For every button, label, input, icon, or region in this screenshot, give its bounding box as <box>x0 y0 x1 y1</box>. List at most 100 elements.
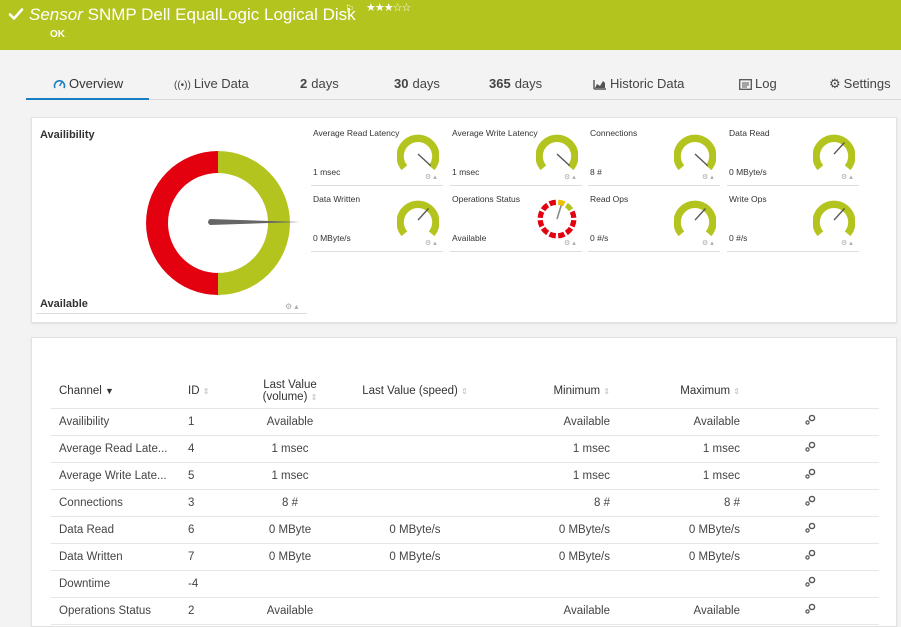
gauge-value: 1 msec <box>313 167 341 177</box>
gauge-settings-icon[interactable]: ⚙ ▴ <box>702 240 714 247</box>
cell-lv: 0 MByte <box>235 516 345 544</box>
tab-live-data[interactable]: ((•)) Live Data <box>174 76 249 91</box>
channel-settings-icon[interactable] <box>740 462 879 490</box>
gauge-card[interactable]: Data Written 0 MByte/s ⚙ ▴ <box>311 194 443 252</box>
tab-bar: Overview ((•)) Live Data 2 days 30 days 365… <box>26 72 901 100</box>
table-row[interactable]: Operations Status 2 Available Available Avai… <box>51 597 879 625</box>
table-row[interactable]: Downtime -4 <box>51 570 879 598</box>
gauge-settings-icon[interactable]: ⚙ ▴ <box>564 240 576 247</box>
cell-lvs: 0 MByte/s <box>345 543 485 571</box>
cell-min: 0 MByte/s <box>485 543 610 571</box>
sort-icon: ⇕ <box>733 386 740 396</box>
table-row[interactable]: Availibility 1 Available Available Available <box>51 408 879 436</box>
cell-lvs <box>345 462 485 490</box>
channel-settings-icon[interactable] <box>740 489 879 517</box>
tab-settings-label: Settings <box>843 76 891 91</box>
status-text: OK <box>50 29 65 40</box>
column-header-last-value[interactable]: Last Value (volume) ⇕ <box>235 374 345 409</box>
gauge-value: 8 # <box>590 167 602 177</box>
cell-max: Available <box>610 408 740 436</box>
table-row[interactable]: Average Read Late... 4 1 msec 1 msec 1 msec <box>51 435 879 463</box>
tab-historic-data[interactable]: Historic Data <box>593 76 684 91</box>
cell-lv: 0 MByte <box>235 543 345 571</box>
column-header-id[interactable]: ID ⇕ <box>180 374 235 409</box>
gauge-settings-icon[interactable]: ⚙ ▴ <box>841 240 853 247</box>
cell-max: 8 # <box>610 489 740 517</box>
table-row[interactable]: Data Written 7 0 MByte 0 MByte/s 0 MByte/s 0 … <box>51 543 879 571</box>
channel-settings-icon[interactable] <box>740 435 879 463</box>
gauges-panel: Availibility Available ⚙ ▴ Average Read … <box>31 117 897 323</box>
gauge-settings-icon[interactable]: ⚙ ▴ <box>841 174 853 181</box>
active-tab-indicator <box>26 98 149 100</box>
sensor-title-prefix: Sensor <box>29 5 83 24</box>
cell-channel: Data Written <box>51 543 180 571</box>
channel-settings-icon[interactable] <box>740 543 879 571</box>
tab-2-days[interactable]: 2 days <box>300 76 339 91</box>
gauge-settings-icon[interactable]: ⚙ ▴ <box>425 174 437 181</box>
table-row[interactable]: Data Read 6 0 MByte 0 MByte/s 0 MByte/s 0 MBy… <box>51 516 879 544</box>
gauge-settings-icon[interactable]: ⚙ ▴ <box>285 302 299 311</box>
divider <box>36 313 307 314</box>
gauge-settings-icon[interactable]: ⚙ ▴ <box>564 174 576 181</box>
gauge-card[interactable]: Connections 8 # ⚙ ▴ <box>588 128 720 186</box>
gauge-value: 0 #/s <box>590 233 609 243</box>
header-last-value-label: Last Value <box>263 378 317 391</box>
table-header-row: Channel ▼ ID ⇕ Last Value (volume) ⇕ Last… <box>51 374 879 409</box>
channel-settings-icon[interactable] <box>740 408 879 436</box>
channel-settings-icon[interactable] <box>740 570 879 598</box>
cell-lv: Available <box>235 597 345 625</box>
sort-desc-icon: ▼ <box>105 385 114 396</box>
dial-gauge-icon <box>674 134 716 171</box>
tab-settings[interactable]: ⚙ Settings <box>829 76 891 92</box>
gauge-card[interactable]: Operations Status Available ⚙ ▴ <box>450 194 582 252</box>
column-header-last-value-speed[interactable]: Last Value (speed) ⇕ <box>345 374 485 409</box>
cell-lv: 1 msec <box>235 435 345 463</box>
gauge-card[interactable]: Average Write Latency 1 msec ⚙ ▴ <box>450 128 582 186</box>
header-speed-label: Last Value (speed) <box>362 384 458 397</box>
gauge-card[interactable]: Average Read Latency 1 msec ⚙ ▴ <box>311 128 443 186</box>
tab-live-data-label: Live Data <box>193 76 249 91</box>
tab-overview[interactable]: Overview <box>53 76 123 91</box>
channels-panel: Channel ▼ ID ⇕ Last Value (volume) ⇕ Last… <box>31 337 897 627</box>
flag-icon[interactable]: ⚐ <box>345 4 354 15</box>
gauge-settings-icon[interactable]: ⚙ ▴ <box>425 240 437 247</box>
header-id-label: ID <box>188 384 200 397</box>
availability-value: Available <box>40 298 88 310</box>
gauge-card[interactable]: Write Ops 0 #/s ⚙ ▴ <box>727 194 859 252</box>
cell-channel: Availibility <box>51 408 180 436</box>
cell-channel: Operations Status <box>51 597 180 625</box>
cell-lvs: 0 MByte/s <box>345 516 485 544</box>
channel-settings-icon[interactable] <box>740 516 879 544</box>
gauge-name: Data Written <box>313 194 361 204</box>
header-last-value-sub: (volume) <box>262 390 308 403</box>
cell-min: 1 msec <box>485 435 610 463</box>
main-content: Overview ((•)) Live Data 2 days 30 days 365… <box>0 50 901 627</box>
gauge-card[interactable]: Read Ops 0 #/s ⚙ ▴ <box>588 194 720 252</box>
table-row[interactable]: Average Write Late... 5 1 msec 1 msec 1 msec <box>51 462 879 490</box>
tab-365-days[interactable]: 365 days <box>489 76 542 91</box>
gauge-settings-icon[interactable]: ⚙ ▴ <box>702 174 714 181</box>
dial-gauge-icon <box>397 134 439 171</box>
gauge-value: Available <box>452 233 487 243</box>
column-header-minimum[interactable]: Minimum ⇕ <box>485 374 610 409</box>
column-header-maximum[interactable]: Maximum ⇕ <box>610 374 740 409</box>
tab-30-days-label: days <box>412 76 440 91</box>
cell-max: 1 msec <box>610 462 740 490</box>
gauge-name: Read Ops <box>590 194 629 204</box>
tab-30-days[interactable]: 30 days <box>394 76 440 91</box>
check-icon <box>8 8 24 20</box>
tab-365-days-num: 365 <box>489 76 511 91</box>
cell-min <box>485 570 610 598</box>
priority-stars[interactable]: ★★★☆☆ <box>366 2 411 14</box>
cell-id: 1 <box>180 408 235 436</box>
tab-log[interactable]: Log <box>739 76 777 91</box>
gauge-card[interactable]: Data Read 0 MByte/s ⚙ ▴ <box>727 128 859 186</box>
channels-table: Channel ▼ ID ⇕ Last Value (volume) ⇕ Last… <box>51 374 879 625</box>
column-header-channel[interactable]: Channel ▼ <box>51 374 180 409</box>
cell-lvs <box>345 489 485 517</box>
header-maximum-label: Maximum <box>680 384 731 397</box>
cell-lvs <box>345 408 485 436</box>
channel-settings-icon[interactable] <box>740 597 879 625</box>
table-row[interactable]: Connections 3 8 #8 #8 # <box>51 489 879 517</box>
live-icon: ((•)) <box>174 80 191 91</box>
